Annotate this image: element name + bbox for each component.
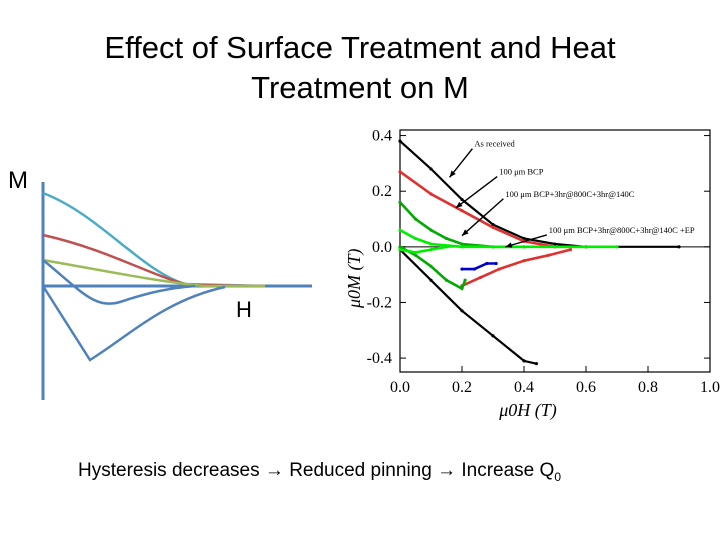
series-point-2 <box>479 275 483 280</box>
magnetization-chart: 0.0 0.2 0.4 0.6 0.8 1.0 0.4 0.2 0.0 -0.2 -0.4 As re… <box>344 128 720 421</box>
series-point-4 <box>398 228 402 232</box>
series-point-1 <box>429 278 433 282</box>
series-point-3 <box>463 278 467 282</box>
slide-title: Effect of Surface Treatment and Heat Tre… <box>0 28 720 108</box>
series-point-4 <box>615 245 619 249</box>
annotation-label: As received <box>474 139 515 149</box>
series-point-1 <box>522 236 526 241</box>
plot-frame <box>399 129 711 373</box>
series-point-2 <box>460 209 464 213</box>
annotation-arrowhead <box>462 229 469 236</box>
series-point-1 <box>553 242 557 246</box>
y-tick-label: -0.4 <box>367 350 392 367</box>
series-point-3 <box>429 264 433 268</box>
x-tick-label: 0.8 <box>638 379 658 396</box>
annotation-arrowhead <box>505 242 513 248</box>
annotation-label: 100 μm BCP+3hr@800C+3hr@140C <box>505 189 634 199</box>
series-point-5 <box>472 267 476 271</box>
series-point-4 <box>429 248 433 252</box>
schematic-diagram: M H <box>8 167 312 400</box>
series-point-2 <box>491 225 495 229</box>
title-line-2: Treatment on M <box>251 70 469 105</box>
series-point-4 <box>584 245 588 249</box>
schematic-h-label: H <box>236 297 252 322</box>
x-tick-label: 0.0 <box>390 379 410 396</box>
series-point-1 <box>534 362 538 366</box>
series-point-1 <box>460 197 464 202</box>
series-point-3 <box>460 286 464 291</box>
series-point-3 <box>460 242 464 246</box>
y-axis-label: μ0M (T) <box>344 248 365 309</box>
series-point-4 <box>460 245 464 249</box>
series-point-1 <box>491 222 495 227</box>
series-point-2 <box>547 253 551 257</box>
series-point-1 <box>677 245 681 249</box>
caption-pinning: Reduced pinning <box>289 460 432 481</box>
series-line-1-lower <box>399 248 537 365</box>
x-tick-label: 0.6 <box>576 379 596 396</box>
slide-caption: Hysteresis decreases → Reduced pinning →… <box>78 460 678 484</box>
series-line-2-upper <box>399 170 586 249</box>
series-point-2 <box>429 192 433 196</box>
x-tick-label: 1.0 <box>700 379 720 396</box>
series-point-4 <box>444 245 449 249</box>
annotation-label: 100 μm BCP+3hr@800C+3hr@140C +EP <box>549 225 695 235</box>
y-tick-label: 0.0 <box>372 239 392 256</box>
schematic-curve-5 <box>41 285 226 362</box>
caption-q0-subscript: 0 <box>554 469 561 484</box>
title-line-1: Effect of Surface Treatment and Heat <box>104 30 616 65</box>
series-point-4 <box>398 248 402 252</box>
plot-layer: 0.0 0.2 0.4 0.6 0.8 1.0 0.4 0.2 0.0 -0.2 -0.4 As re… <box>367 128 720 396</box>
schematic-curve-3 <box>42 258 265 288</box>
series-point-4 <box>413 236 418 241</box>
caption-arrow-1: → <box>264 460 284 481</box>
series-point-2 <box>497 267 501 271</box>
series-point-1 <box>491 334 495 338</box>
series-point-4 <box>522 245 526 249</box>
x-tick-label: 0.4 <box>514 379 534 396</box>
series-point-3 <box>444 278 449 282</box>
series-point-3 <box>429 228 433 232</box>
x-axis-label: μ0H (T) <box>498 400 557 421</box>
annotation-arrowhead <box>449 170 456 178</box>
series-point-2 <box>568 248 573 252</box>
annotation-arrowhead <box>455 201 463 208</box>
series-point-3 <box>413 217 418 221</box>
series-point-1 <box>522 359 526 363</box>
series-point-2 <box>522 259 526 263</box>
annotation-arrow <box>505 234 547 248</box>
x-tick-label: 0.2 <box>452 379 472 396</box>
series-point-4 <box>429 242 433 246</box>
series-point-1 <box>460 309 464 313</box>
y-tick-label: 0.2 <box>372 183 392 200</box>
series-line-2-lower <box>461 248 571 287</box>
annotation-arrow <box>461 198 504 237</box>
y-tick-label: -0.2 <box>367 294 392 311</box>
series-point-3 <box>444 236 449 241</box>
caption-arrow-2: → <box>437 460 457 481</box>
series-point-3 <box>413 253 418 257</box>
caption-q0: Increase Q <box>461 460 555 481</box>
series-point-5 <box>494 261 498 266</box>
series-point-3 <box>398 200 402 204</box>
series-point-3 <box>398 245 402 249</box>
series-point-1 <box>429 167 433 171</box>
caption-hysteresis: Hysteresis decreases <box>78 460 260 481</box>
series-point-1 <box>398 139 402 143</box>
series-line-5-upper <box>462 262 497 271</box>
series-point-4 <box>413 250 418 254</box>
series-point-2 <box>398 170 402 174</box>
y-tick-label: 0.4 <box>372 128 392 145</box>
series-point-5 <box>485 261 489 266</box>
annotation-label: 100 μm BCP <box>499 167 544 177</box>
series-point-5 <box>460 267 464 271</box>
annotation-arrow <box>455 175 498 209</box>
series-line-4-lower <box>399 245 447 254</box>
schematic-m-label: M <box>8 167 28 194</box>
schematic-curve-4 <box>42 259 196 305</box>
